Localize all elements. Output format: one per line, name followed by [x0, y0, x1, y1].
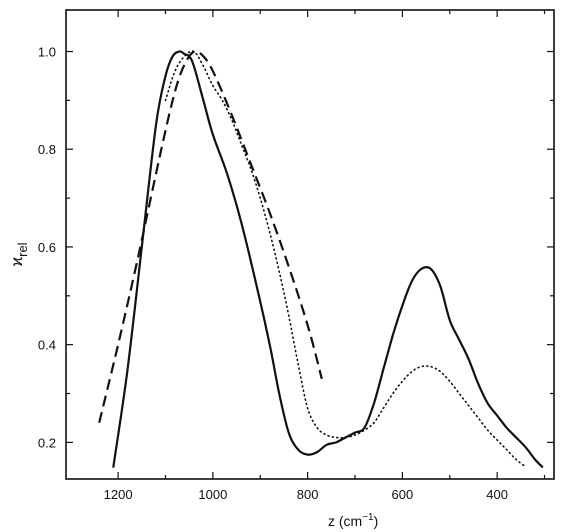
solid-series-line — [112, 50, 544, 468]
x-tick-label: 1200 — [104, 487, 133, 502]
x-tick-label: 400 — [486, 487, 508, 502]
x-axis-label-text: z (cm — [328, 513, 362, 529]
dotted-series-line — [164, 50, 527, 468]
x-tick-label: 800 — [297, 487, 319, 502]
y-tick-label: 0.4 — [38, 338, 56, 353]
ticks-layer — [66, 10, 554, 479]
x-axis-label: z (cm−1) — [328, 512, 378, 529]
y-axis-label-symbol: ϰ — [9, 257, 26, 267]
y-tick-label: 0.8 — [38, 142, 56, 157]
x-tick-label: 1000 — [198, 487, 227, 502]
series-layer — [98, 50, 544, 468]
y-tick-label: 0.2 — [38, 435, 56, 450]
tick-labels-layer: 1200 1000 800 600 400 0.2 0.4 0.6 0.8 1.0 — [38, 45, 508, 502]
plot-frame — [65, 9, 555, 480]
y-axis-label: ϰrel — [9, 242, 30, 266]
y-tick-label: 1.0 — [38, 45, 56, 60]
x-axis-label-close: ) — [374, 513, 379, 529]
x-tick-label: 600 — [392, 487, 414, 502]
x-axis-label-superscript: −1 — [362, 512, 374, 523]
dashed-series-line — [98, 50, 323, 424]
y-axis-label-subscript: rel — [15, 242, 30, 257]
y-tick-label: 0.6 — [38, 240, 56, 255]
